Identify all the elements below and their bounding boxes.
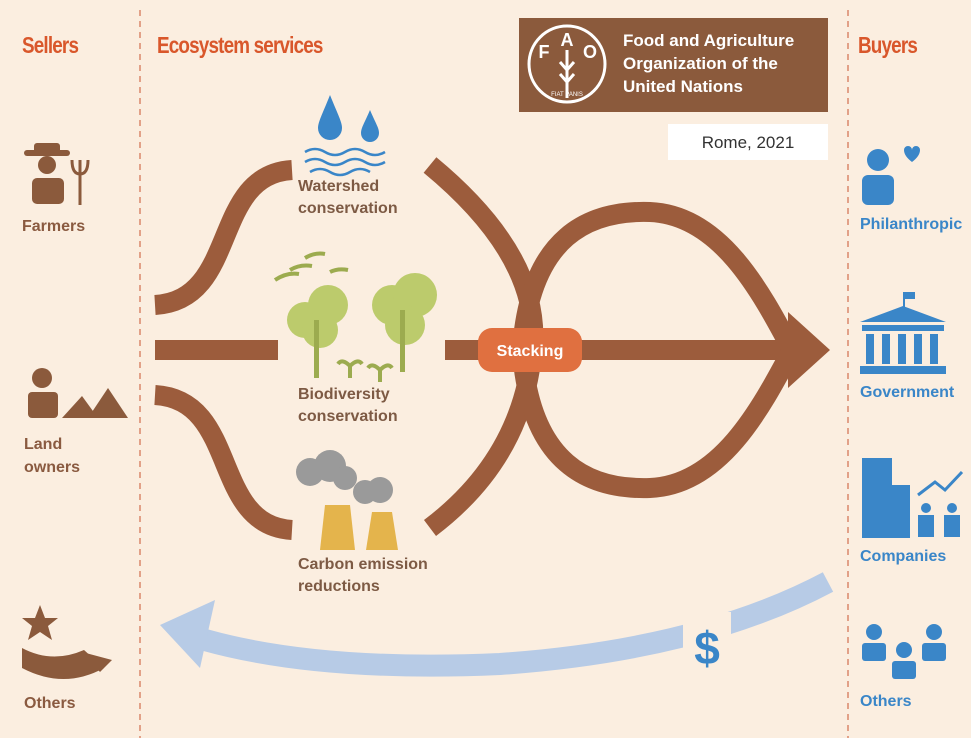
seller-label: Farmers: [22, 215, 112, 238]
logo-letter: O: [583, 42, 597, 62]
government-icon-part: [866, 334, 874, 364]
heading-sellers: Sellers: [22, 32, 78, 59]
buyer-label: Government: [860, 384, 954, 402]
companies-icon-part: [862, 458, 892, 538]
biodiversity-icon-part: [400, 310, 405, 372]
seller-label: Others: [24, 692, 114, 715]
farmer-icon-part: [32, 178, 64, 204]
government-icon-part: [903, 292, 905, 308]
landowner-icon-part: [28, 392, 58, 418]
biodiversity-icon-part: [314, 320, 319, 378]
organization-name: Food and Agriculture Organization of the…: [623, 29, 828, 98]
service-label: Biodiversity conservation: [298, 384, 418, 428]
companies-icon-part: [921, 503, 931, 513]
biodiversity-icon-part: [302, 312, 338, 348]
carbon-icon-part: [333, 466, 357, 490]
landowner-icon-part: [32, 368, 52, 388]
buyer-label: Philanthropic: [860, 216, 962, 234]
others-buyer-icon-part: [926, 624, 942, 640]
seller-label: Land owners: [24, 433, 84, 479]
government-icon-part: [862, 325, 944, 331]
others-buyer-icon-part: [922, 643, 946, 661]
government-icon-part: [882, 334, 890, 364]
philanthropic-icon-part: [867, 149, 889, 171]
companies-icon-part: [944, 515, 960, 537]
heading-buyers: Buyers: [858, 32, 917, 59]
farmer-icon-part: [38, 156, 56, 174]
others-buyer-icon-part: [896, 642, 912, 658]
logo-motto: FIAT PANIS: [551, 92, 583, 98]
companies-icon-part: [918, 515, 934, 537]
carbon-icon-part: [320, 505, 355, 550]
philanthropic-icon-part: [862, 175, 894, 205]
others-buyer-icon-part: [892, 661, 916, 679]
logo-letter: A: [561, 30, 574, 50]
companies-icon-part: [947, 503, 957, 513]
stacking-label: Stacking: [497, 343, 564, 360]
canvas: Stacking $ F A O FIAT PANIS Rome, 2021: [0, 0, 971, 738]
government-icon-part: [905, 292, 915, 299]
others-buyer-icon-part: [866, 624, 882, 640]
service-label: Watershed conservation: [298, 176, 418, 220]
service-label: Carbon emission reductions: [298, 554, 448, 598]
government-icon-part: [914, 334, 922, 364]
buyer-label: Others: [860, 693, 912, 711]
companies-icon-part: [892, 485, 910, 538]
carbon-icon-part: [367, 477, 393, 503]
government-icon-part: [930, 334, 938, 364]
others-buyer-icon-part: [862, 643, 886, 661]
place-date: Rome, 2021: [702, 133, 795, 152]
government-icon-part: [898, 334, 906, 364]
farmer-icon-part: [34, 143, 60, 153]
buyer-label: Companies: [860, 548, 946, 566]
heading-services: Ecosystem services: [157, 32, 323, 59]
logo-letter: F: [539, 42, 550, 62]
government-icon-part: [860, 366, 946, 374]
payment-symbol: $: [694, 622, 720, 674]
diagram: Stacking $ F A O FIAT PANIS Rome, 2021: [0, 0, 971, 738]
page: Ecosystem services { "headings": {"selle…: [0, 0, 971, 738]
